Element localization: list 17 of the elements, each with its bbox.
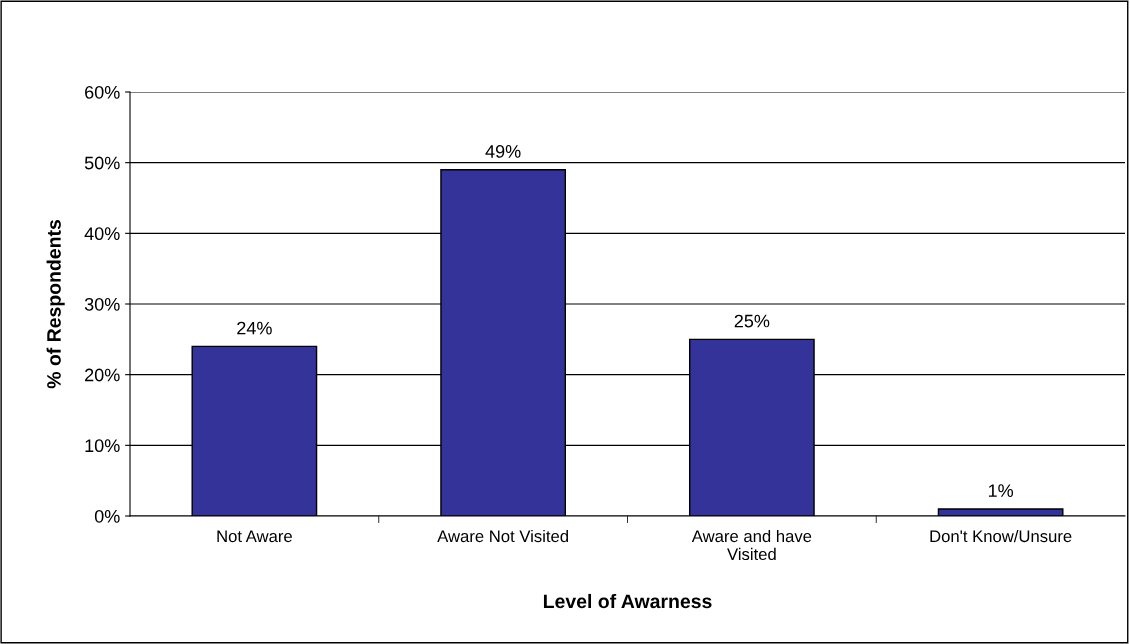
y-tick-label: 30% — [84, 297, 120, 311]
y-tick-label: 10% — [85, 439, 120, 453]
x-tick-label: Don't Know/Unsure — [930, 529, 1072, 543]
data-label: 24% — [237, 321, 272, 335]
y-tick-label: 20% — [85, 368, 120, 382]
y-tick-label: 40% — [84, 227, 120, 241]
x-tick-label: Not Aware — [217, 530, 292, 543]
y-axis-title: % of Respondents — [46, 219, 65, 389]
y-tick-label: 50% — [84, 156, 120, 170]
x-axis-title: Level of Awarness — [543, 593, 712, 609]
y-tick-label: 0% — [94, 509, 120, 523]
y-tick-label: 60% — [85, 85, 120, 99]
data-label: 25% — [734, 314, 770, 328]
x-tick-label: Aware and have Visited — [691, 529, 812, 561]
x-tick-label: Aware Not Visited — [437, 529, 568, 543]
data-label: 49% — [485, 145, 521, 158]
data-label: 1% — [988, 484, 1014, 497]
